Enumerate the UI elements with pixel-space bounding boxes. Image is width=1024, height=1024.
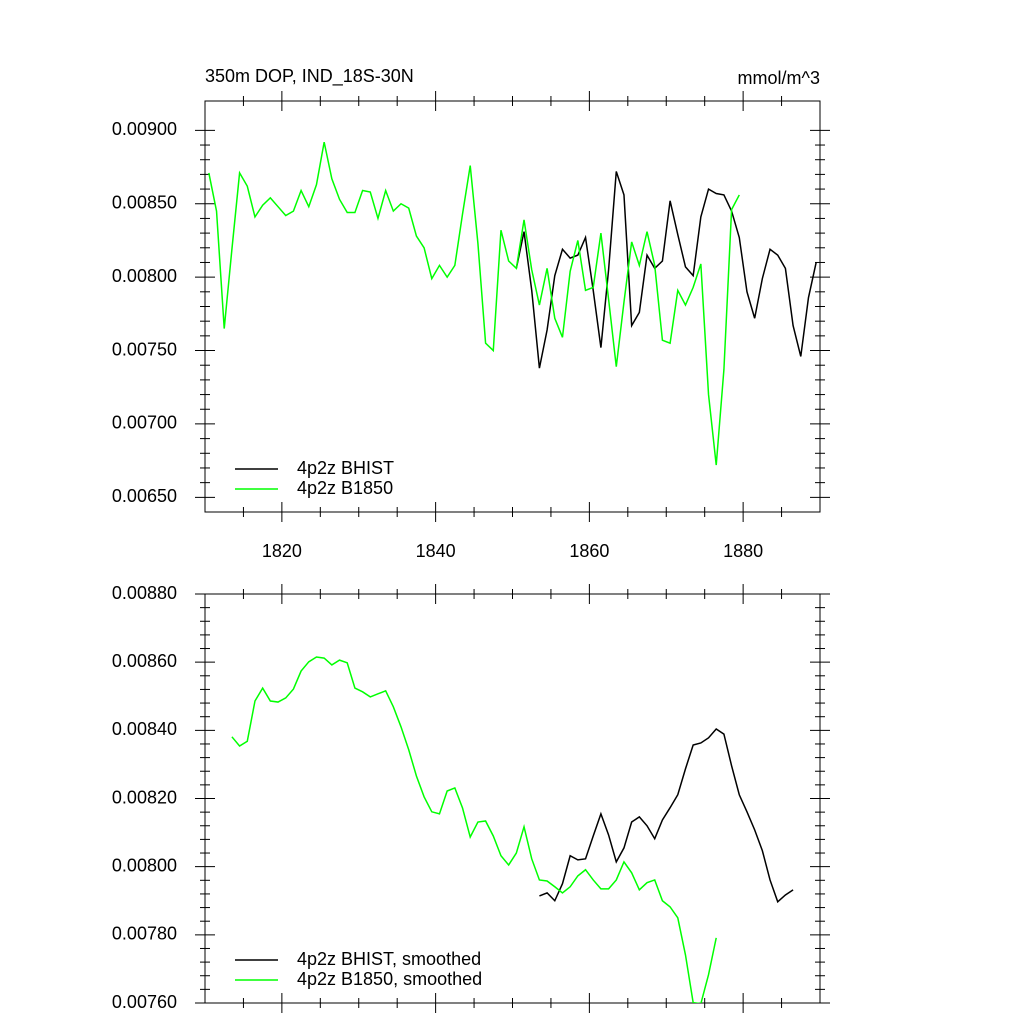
x-tick-label: 1880	[723, 541, 763, 561]
legend-label: 4p2z B1850, smoothed	[297, 969, 482, 989]
y-tick-label: 0.00700	[112, 413, 177, 433]
plot-frame	[204, 593, 821, 1004]
y-tick-label: 0.00860	[112, 651, 177, 671]
x-tick-label: 1860	[569, 541, 609, 561]
y-tick-label: 0.00800	[112, 266, 177, 286]
y-tick-label: 0.00760	[112, 992, 177, 1012]
chart: 350m DOP, IND_18S-30N mmol/m^3 0.00650 0.00…	[112, 66, 830, 561]
y-tick-label: 0.00650	[112, 486, 177, 506]
x-tick-label: 1840	[416, 541, 456, 561]
legend-label: 4p2z BHIST, smoothed	[297, 949, 481, 969]
y-tick-label: 0.00820	[112, 787, 177, 807]
y-tick-label: 0.00900	[112, 119, 177, 139]
series-line	[515, 171, 817, 369]
legend-label: 4p2z B1850	[297, 478, 393, 498]
x-tick-label: 1820	[262, 541, 302, 561]
y-tick-label: 0.00850	[112, 193, 177, 213]
series-line	[208, 141, 740, 466]
series-line	[231, 656, 717, 1003]
y-tick-label: 0.00840	[112, 719, 177, 739]
legend-label: 4p2z BHIST	[297, 458, 394, 478]
chart: 0.00760 0.00780 0.00800 0.00820 0.00840 0.008…	[112, 583, 830, 1013]
y-tick-label: 0.00800	[112, 855, 177, 875]
plot-frame	[204, 100, 821, 513]
y-tick-label: 0.00880	[112, 583, 177, 603]
y-tick-label: 0.00780	[112, 924, 177, 944]
chart-units: mmol/m^3	[738, 68, 820, 88]
series-line	[539, 727, 794, 904]
y-tick-label: 0.00750	[112, 339, 177, 359]
chart-title: 350m DOP, IND_18S-30N	[205, 66, 414, 87]
